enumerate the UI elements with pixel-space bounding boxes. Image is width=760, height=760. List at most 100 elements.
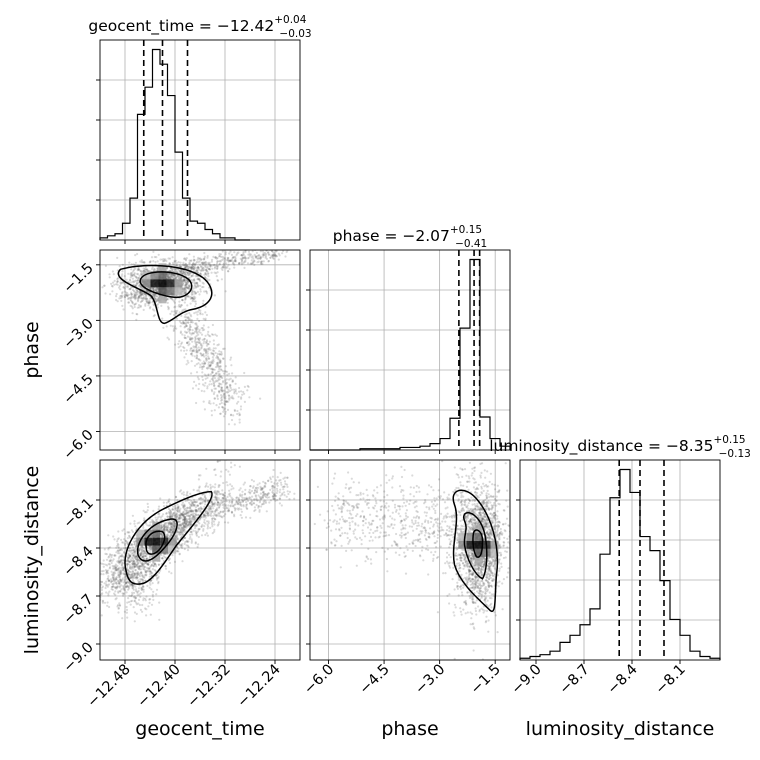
scatter-point — [178, 265, 181, 268]
scatter-point — [104, 563, 107, 566]
scatter-point — [135, 283, 138, 286]
scatter-point — [59, 623, 61, 625]
scatter-point — [149, 555, 152, 558]
scatter-point — [204, 305, 207, 308]
scatter-point — [240, 516, 243, 519]
scatter-point — [201, 268, 204, 271]
scatter-point — [201, 354, 204, 357]
scatter-point — [280, 483, 283, 486]
scatter-point — [217, 365, 220, 368]
scatter-point — [218, 360, 221, 363]
scatter-point — [217, 385, 220, 388]
scatter-point — [180, 277, 183, 280]
scatter-point — [88, 586, 90, 588]
scatter-point — [254, 487, 257, 490]
scatter-point — [188, 325, 192, 328]
scatter-point — [169, 534, 172, 537]
scatter-point — [208, 364, 211, 367]
scatter-point — [195, 327, 198, 330]
scatter-point — [209, 486, 212, 489]
scatter-point — [189, 518, 192, 521]
scatter-point — [210, 362, 213, 365]
scatter-point — [148, 302, 151, 305]
scatter-point — [157, 505, 161, 508]
scatter-point — [179, 269, 182, 273]
scatter-point — [192, 332, 195, 335]
scatter-point — [272, 251, 275, 254]
scatter-point — [139, 291, 142, 294]
scatter-point — [186, 512, 189, 515]
scatter-point — [183, 270, 186, 274]
scatter-point — [206, 358, 209, 361]
scatter-point — [230, 388, 233, 391]
scatter-point — [111, 553, 114, 557]
scatter-point — [210, 508, 213, 511]
scatter-point — [157, 563, 160, 566]
scatter-point — [183, 278, 186, 281]
scatter-point — [209, 364, 212, 368]
scatter-point — [148, 291, 151, 294]
scatter-point — [114, 593, 117, 596]
scatter-point — [202, 324, 205, 327]
scatter-point — [264, 246, 266, 248]
scatter-point — [195, 349, 198, 352]
scatter-point — [107, 562, 110, 566]
scatter-point — [166, 297, 169, 300]
scatter-point — [179, 305, 182, 308]
scatter-point — [131, 274, 134, 277]
scatter-point — [269, 488, 272, 491]
scatter-point — [189, 349, 192, 352]
scatter-point — [186, 494, 189, 497]
scatter-point — [244, 250, 247, 254]
scatter-point — [167, 531, 170, 534]
scatter-point — [198, 277, 201, 280]
scatter-point — [139, 285, 143, 288]
scatter-point — [247, 250, 251, 253]
scatter-point — [170, 273, 173, 276]
scatter-point — [176, 509, 179, 513]
scatter-point — [245, 505, 248, 508]
scatter-point — [143, 261, 146, 264]
scatter-point — [227, 260, 230, 263]
scatter-point — [222, 357, 225, 360]
scatter-point — [227, 270, 230, 273]
scatter-point — [122, 581, 125, 584]
scatter-point — [268, 247, 270, 249]
scatter-point — [127, 553, 130, 556]
scatter-point — [275, 250, 278, 253]
scatter-point — [229, 356, 233, 359]
scatter-point — [203, 390, 206, 393]
scatter-point — [103, 284, 106, 287]
scatter-point — [202, 365, 205, 368]
scatter-point — [169, 275, 172, 278]
scatter-point — [246, 262, 250, 265]
scatter-point — [183, 336, 186, 339]
scatter-point — [186, 265, 189, 268]
scatter-point — [181, 531, 184, 534]
scatter-point — [212, 368, 215, 371]
scatter-point — [244, 259, 247, 262]
scatter-point — [179, 265, 182, 268]
scatter-point — [204, 277, 208, 280]
scatter-point — [126, 294, 129, 298]
scatter-point — [222, 406, 225, 409]
scatter-point — [180, 270, 183, 273]
scatter-point — [195, 343, 198, 346]
scatter-point — [183, 326, 186, 329]
scatter-point — [156, 267, 159, 270]
scatter-point — [129, 298, 132, 301]
scatter-point — [152, 294, 156, 297]
scatter-point — [189, 338, 192, 341]
scatter-point — [170, 267, 173, 270]
scatter-point — [169, 312, 172, 315]
scatter-point — [190, 296, 193, 300]
scatter-point — [194, 345, 197, 348]
scatter-point — [244, 516, 248, 519]
scatter-point — [176, 264, 179, 267]
scatter-point — [181, 501, 184, 504]
scatter-point — [153, 296, 156, 299]
scatter-point — [132, 283, 135, 286]
scatter-point — [137, 273, 140, 276]
scatter-point — [143, 292, 146, 295]
scatter-point — [127, 280, 130, 283]
